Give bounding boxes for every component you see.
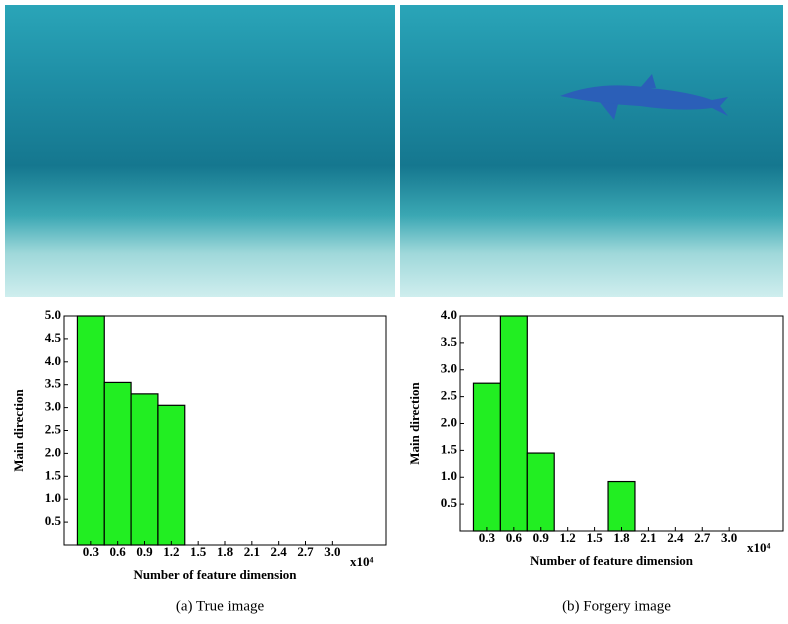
x-tick-label: 2.7 (297, 544, 314, 559)
bar (608, 482, 635, 531)
x-tick-label: 1.8 (217, 544, 234, 559)
x-tick-label: 2.4 (667, 530, 684, 545)
y-tick-label: 1.5 (45, 467, 62, 482)
x-tick-label: 0.6 (506, 530, 523, 545)
caption: (a) True image (176, 598, 265, 614)
y-tick-label: 1.0 (441, 468, 457, 483)
bar (77, 316, 104, 545)
x-axis-label: Number of feature dimension (133, 567, 297, 582)
x-tick-label: 3.0 (721, 530, 737, 545)
x-tick-label: 1.5 (190, 544, 207, 559)
x-tick-label: 3.0 (324, 544, 340, 559)
bar (158, 405, 185, 545)
x-tick-label: 0.3 (479, 530, 496, 545)
y-tick-label: 2.0 (45, 444, 61, 459)
x-tick-label: 1.8 (613, 530, 630, 545)
x-tick-label: 2.7 (694, 530, 711, 545)
bar (527, 453, 554, 531)
x-multiplier: x10⁴ (350, 554, 374, 569)
y-tick-label: 3.5 (45, 376, 62, 391)
x-tick-label: 2.1 (244, 544, 260, 559)
x-tick-label: 0.6 (110, 544, 127, 559)
y-tick-label: 3.5 (441, 334, 458, 349)
figure: 0.5 1.0 1.5 2.0 2.5 3.0 3.5 4.0 4.5 5.0 0.3 0.6 0.9 1… (0, 0, 788, 624)
bar (500, 316, 527, 531)
y-tick-label: 4.5 (45, 330, 62, 345)
y-tick-label: 4.0 (441, 307, 457, 322)
y-axis-label: Main direction (11, 389, 26, 472)
y-tick-label: 5.0 (45, 307, 61, 322)
x-tick-label: 1.2 (560, 530, 576, 545)
y-tick-label: 2.5 (45, 421, 62, 436)
y-tick-label: 0.5 (45, 513, 62, 528)
true-photo (5, 5, 395, 297)
x-tick-label: 0.3 (83, 544, 100, 559)
y-tick-label: 3.0 (441, 361, 457, 376)
y-tick-label: 2.5 (441, 388, 458, 403)
bar (104, 382, 131, 545)
y-tick-label: 4.0 (45, 353, 61, 368)
x-tick-label: 1.2 (163, 544, 179, 559)
y-tick-label: 1.5 (441, 441, 458, 456)
x-tick-label: 0.9 (136, 544, 153, 559)
x-tick-label: 0.9 (533, 530, 550, 545)
forgery-photo (400, 5, 783, 297)
y-tick-label: 0.5 (441, 495, 458, 510)
x-multiplier: x10⁴ (747, 540, 771, 555)
x-tick-label: 2.4 (271, 544, 288, 559)
y-tick-label: 3.0 (45, 399, 61, 414)
bar (473, 383, 500, 531)
bar (131, 394, 158, 545)
x-axis-label: Number of feature dimension (530, 553, 694, 568)
x-tick-label: 2.1 (640, 530, 656, 545)
x-tick-label: 1.5 (586, 530, 603, 545)
y-tick-label: 1.0 (45, 490, 61, 505)
y-axis-label: Main direction (407, 382, 422, 465)
caption: (b) Forgery image (562, 598, 671, 614)
y-tick-label: 2.0 (441, 414, 457, 429)
